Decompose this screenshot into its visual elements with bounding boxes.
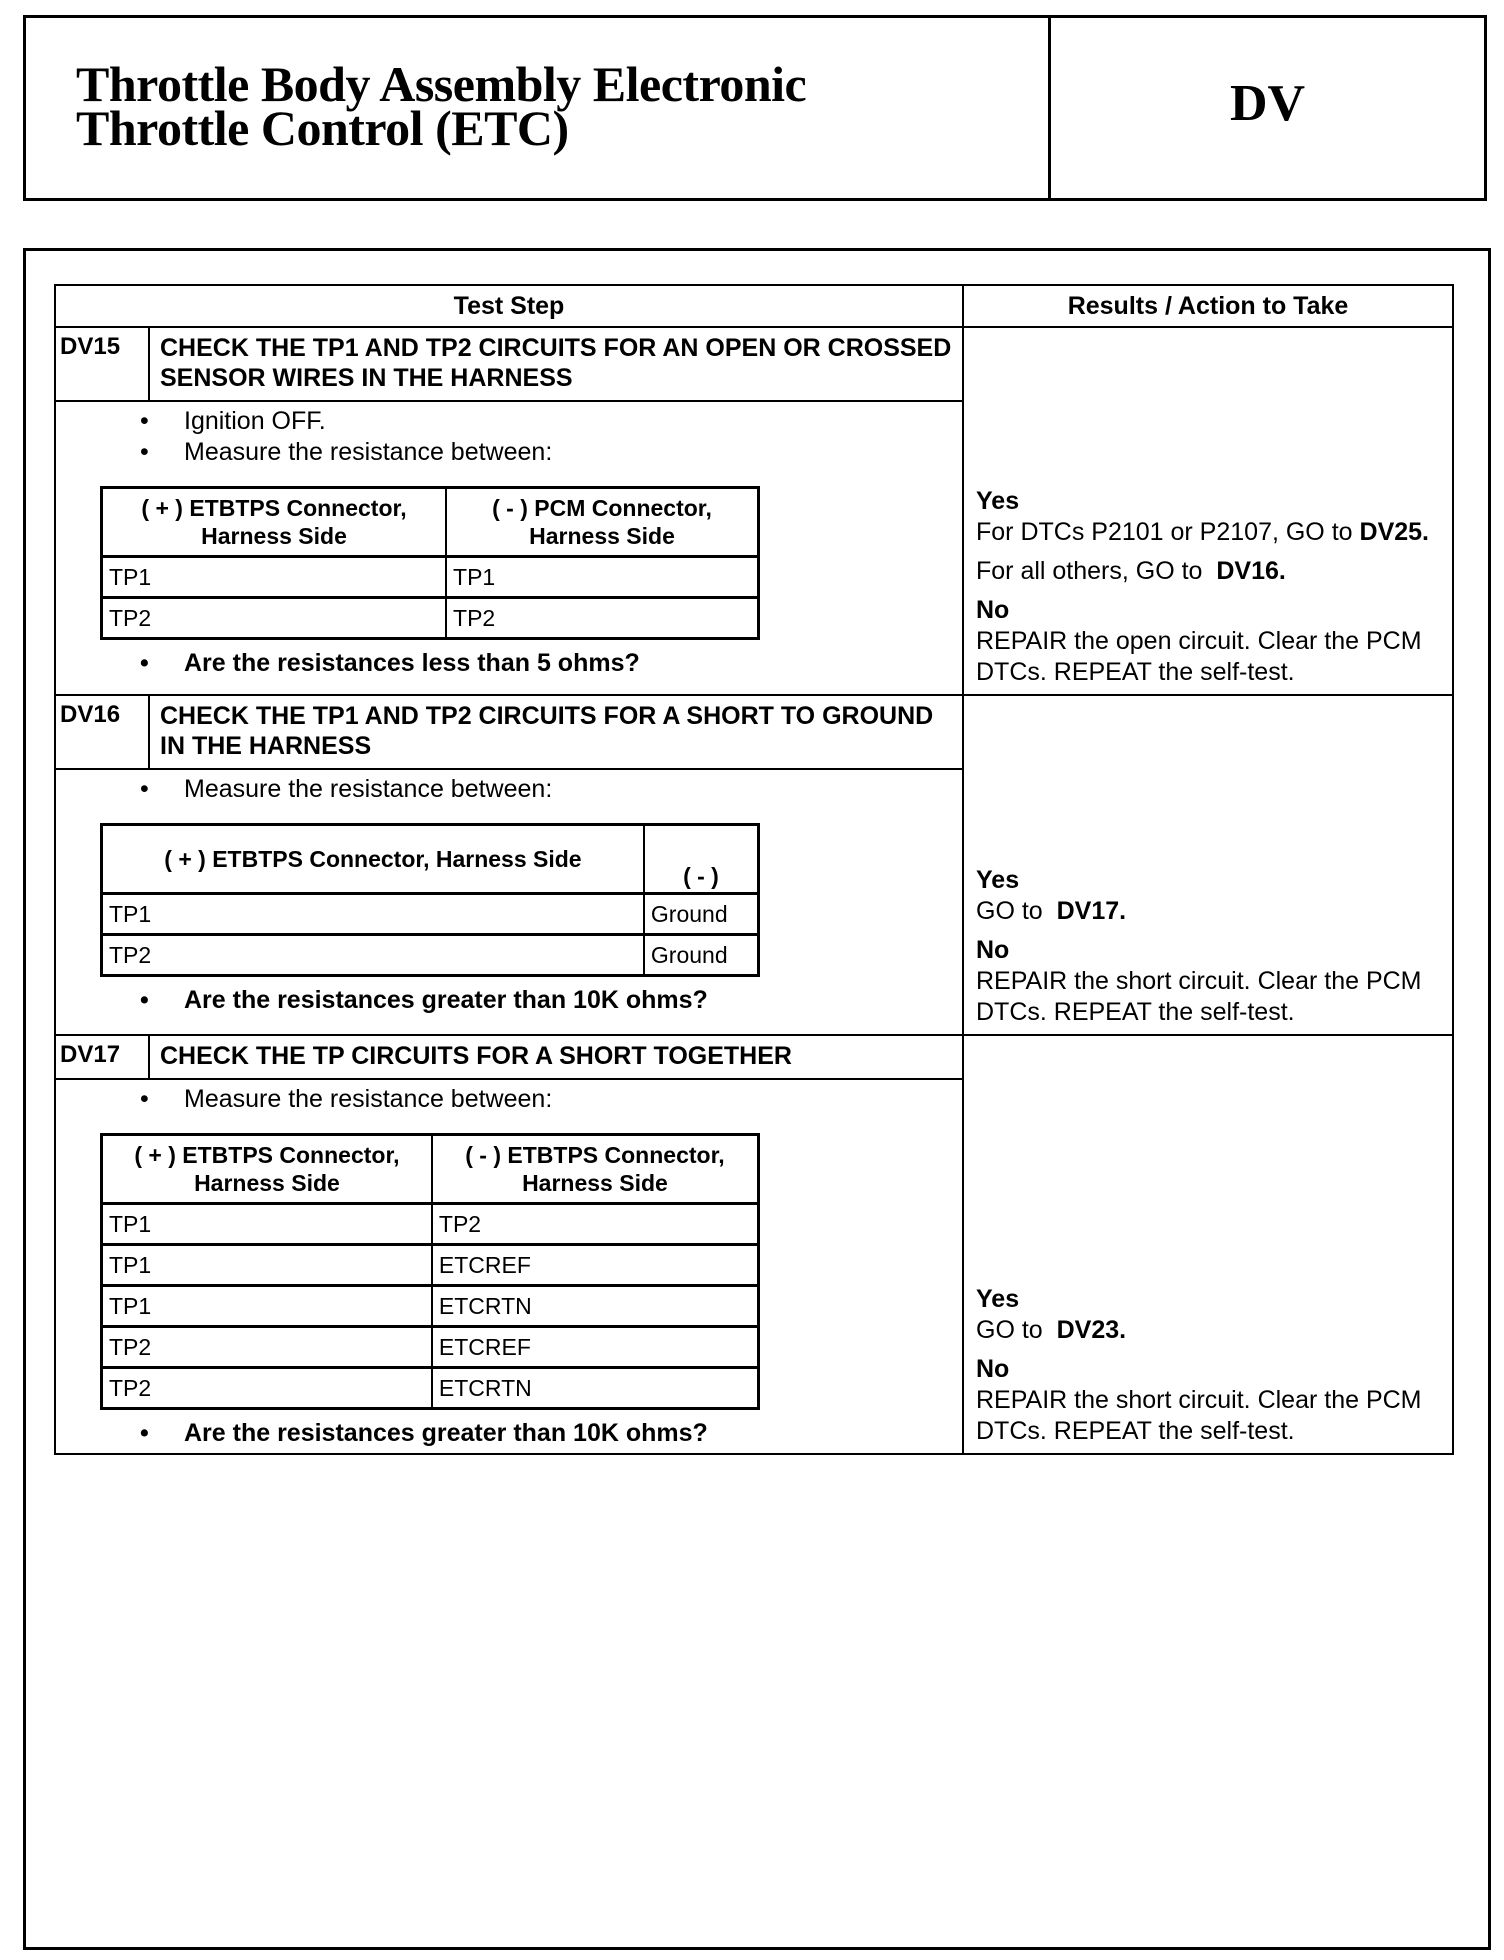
- title-line-1: Throttle Body Assembly Electronic: [76, 56, 807, 112]
- bullet: Measure the resistance between:: [140, 1084, 952, 1115]
- bullet: Measure the resistance between:: [140, 774, 952, 805]
- step-results: Yes GO to DV23. No REPAIR the short circ…: [962, 1034, 1454, 1455]
- yes-label: Yes: [976, 487, 1020, 515]
- conn-cell: ETCREF: [430, 1243, 760, 1287]
- col-header-results: Results / Action to Take: [962, 284, 1454, 328]
- content-frame: [23, 248, 1491, 1950]
- yes-label: Yes: [976, 1285, 1020, 1313]
- test-step-table: Test Step Results / Action to Take DV15 …: [54, 284, 1454, 1455]
- no-label: No: [976, 596, 1010, 624]
- no-text: REPAIR the short circuit. Clear the PCM …: [976, 967, 1422, 1026]
- conn-header: ( - ) PCM Connector, Harness Side: [445, 486, 760, 558]
- conn-cell: Ground: [642, 892, 760, 936]
- conn-cell: ETCREF: [430, 1325, 760, 1369]
- step-title: CHECK THE TP1 AND TP2 CIRCUITS FOR A SHO…: [148, 694, 964, 770]
- yes-ref: DV25.: [1359, 518, 1429, 546]
- conn-cell: TP2: [100, 596, 448, 640]
- no-label: No: [976, 936, 1010, 964]
- connector-table: ( + ) ETBTPS Connector, Harness Side( - …: [100, 823, 760, 977]
- step-body: Ignition OFF. Measure the resistance bet…: [54, 400, 964, 696]
- question: Are the resistances less than 5 ohms?: [140, 648, 952, 679]
- yes-text: For DTCs P2101 or P2107, GO to: [976, 518, 1353, 546]
- question: Are the resistances greater than 10K ohm…: [140, 1418, 952, 1449]
- conn-header: ( - ): [642, 823, 760, 895]
- yes-ref: DV17.: [1056, 897, 1127, 925]
- yes-label: Yes: [976, 866, 1020, 894]
- step-id: DV17: [54, 1034, 150, 1080]
- conn-cell: TP1: [100, 1243, 433, 1287]
- step-title: CHECK THE TP1 AND TP2 CIRCUITS FOR AN OP…: [148, 326, 964, 402]
- conn-cell: TP1: [100, 555, 448, 599]
- header-divider: [1048, 18, 1051, 198]
- conn-header: ( - ) ETBTPS Connector, Harness Side: [430, 1133, 760, 1205]
- step-body-row: Measure the resistance between: ( + ) ET…: [54, 1078, 1453, 1455]
- step-title: CHECK THE TP CIRCUITS FOR A SHORT TOGETH…: [148, 1034, 964, 1080]
- yes-text: GO to: [976, 897, 1043, 925]
- conn-cell: TP1: [100, 1284, 433, 1328]
- conn-cell: TP2: [100, 933, 645, 977]
- conn-cell: TP2: [100, 1366, 433, 1410]
- yes-ref-2: DV16.: [1216, 557, 1286, 585]
- no-label: No: [976, 1355, 1010, 1383]
- step-body-row: Measure the resistance between: ( + ) ET…: [54, 768, 1453, 1036]
- col-header-test-step: Test Step: [54, 284, 964, 328]
- conn-cell: TP2: [430, 1202, 760, 1246]
- no-text: REPAIR the short circuit. Clear the PCM …: [976, 1386, 1422, 1445]
- step-body: Measure the resistance between: ( + ) ET…: [54, 768, 964, 1036]
- conn-cell: TP1: [445, 555, 760, 599]
- bullet: Measure the resistance between:: [140, 437, 952, 468]
- connector-table: ( + ) ETBTPS Connector, Harness Side( - …: [100, 486, 760, 640]
- page-header: Throttle Body Assembly Electronic Thrott…: [23, 15, 1487, 201]
- step-title-row: DV15 CHECK THE TP1 AND TP2 CIRCUITS FOR …: [54, 326, 1454, 696]
- step-results: Yes GO to DV17. No REPAIR the short circ…: [962, 694, 1454, 1036]
- step-title-row: DV17 CHECK THE TP CIRCUITS FOR A SHORT T…: [54, 1034, 1454, 1455]
- conn-cell: Ground: [642, 933, 760, 977]
- section-code: DV: [1229, 74, 1306, 132]
- step-title-row: DV16 CHECK THE TP1 AND TP2 CIRCUITS FOR …: [54, 694, 1454, 1036]
- connector-table: ( + ) ETBTPS Connector, Harness Side( - …: [100, 1133, 760, 1410]
- conn-cell: TP1: [100, 1202, 433, 1246]
- yes-ref: DV23.: [1056, 1316, 1127, 1344]
- step-id: DV15: [54, 326, 150, 402]
- question: Are the resistances greater than 10K ohm…: [140, 985, 952, 1016]
- step-body-row: Ignition OFF. Measure the resistance bet…: [54, 400, 1453, 696]
- title-line-2: Throttle Control (ETC): [76, 100, 569, 156]
- table-header-row: Test Step Results / Action to Take: [54, 284, 1454, 328]
- conn-header: ( + ) ETBTPS Connector, Harness Side: [100, 823, 645, 895]
- page-title: Throttle Body Assembly Electronic Thrott…: [76, 56, 807, 156]
- conn-cell: TP2: [100, 1325, 433, 1369]
- step-id: DV16: [54, 694, 150, 770]
- step-body: Measure the resistance between: ( + ) ET…: [54, 1078, 964, 1455]
- conn-cell: ETCRTN: [430, 1366, 760, 1410]
- step-results: Yes For DTCs P2101 or P2107, GO to DV25.…: [962, 326, 1454, 696]
- yes-text-2: For all others, GO to: [976, 557, 1203, 585]
- no-text: REPAIR the open circuit. Clear the PCM D…: [976, 627, 1422, 686]
- yes-text: GO to: [976, 1316, 1043, 1344]
- conn-cell: ETCRTN: [430, 1284, 760, 1328]
- conn-cell: TP2: [445, 596, 760, 640]
- bullet: Ignition OFF.: [140, 406, 952, 437]
- conn-cell: TP1: [100, 892, 645, 936]
- conn-header: ( + ) ETBTPS Connector, Harness Side: [100, 486, 448, 558]
- conn-header: ( + ) ETBTPS Connector, Harness Side: [100, 1133, 433, 1205]
